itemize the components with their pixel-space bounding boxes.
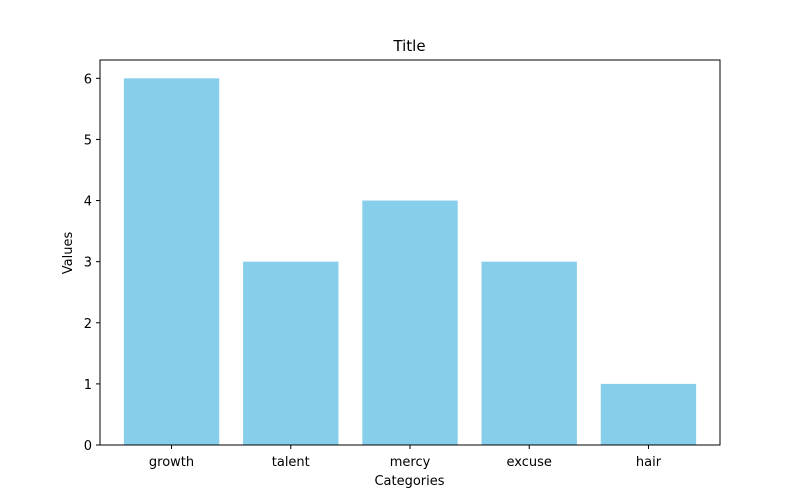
x-tick-label: mercy	[390, 455, 431, 470]
bar-growth	[123, 78, 220, 445]
x-tick-label: hair	[636, 455, 662, 470]
y-tick-label: 5	[84, 133, 92, 148]
bar-mercy	[362, 200, 458, 445]
plot-frame	[99, 59, 721, 446]
y-tick-label: 6	[84, 72, 92, 87]
y-tick-label: 1	[84, 378, 92, 393]
bar-hair	[600, 383, 697, 445]
y-tick-label: 2	[84, 317, 92, 332]
chart-title: Title	[392, 37, 425, 55]
y-tick-label: 0	[84, 439, 92, 454]
x-tick-label: talent	[272, 455, 310, 470]
y-axis: 0 1 2 3 4 5 6	[84, 72, 100, 454]
bar-talent	[243, 261, 339, 445]
x-axis: growth talent mercy excuse hair	[149, 445, 662, 470]
x-tick-label: excuse	[507, 455, 552, 470]
y-axis-label: Values	[61, 232, 76, 275]
y-tick-label: 4	[84, 195, 92, 210]
plot-area	[123, 78, 697, 445]
x-tick-label: growth	[149, 455, 194, 470]
x-axis-label: Categories	[374, 474, 444, 489]
y-tick-label: 3	[84, 256, 92, 271]
bar-excuse	[481, 261, 577, 445]
